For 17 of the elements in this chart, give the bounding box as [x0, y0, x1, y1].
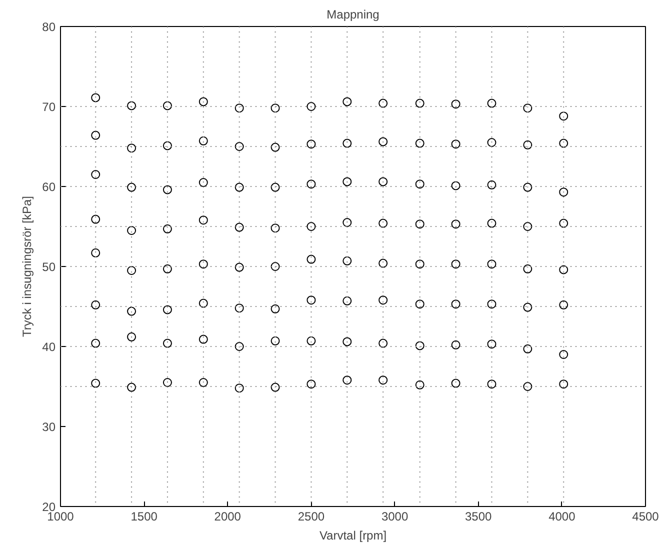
y-tick-label: 70: [42, 100, 56, 114]
y-tick-label: 30: [42, 420, 56, 434]
y-tick-label: 60: [42, 180, 56, 194]
x-tick-label: 1000: [47, 510, 74, 524]
x-axis-title: Varvtal [rpm]: [319, 528, 387, 542]
x-tick-label: 1500: [130, 510, 158, 524]
x-tick-label: 3500: [465, 510, 492, 524]
y-axis-title: Tryck i insugningsrör [kPa]: [20, 196, 34, 337]
y-tick-label: 40: [42, 340, 56, 354]
x-tick-label: 4500: [632, 510, 660, 524]
x-tick-label: 2000: [214, 510, 242, 524]
x-tick-label: 4000: [548, 510, 576, 524]
y-tick-label: 80: [42, 20, 56, 34]
y-tick-label: 50: [42, 260, 56, 274]
chart-title: Mappning: [326, 8, 380, 22]
x-tick-label: 2500: [298, 510, 325, 524]
x-tick-label: 3000: [381, 510, 408, 524]
